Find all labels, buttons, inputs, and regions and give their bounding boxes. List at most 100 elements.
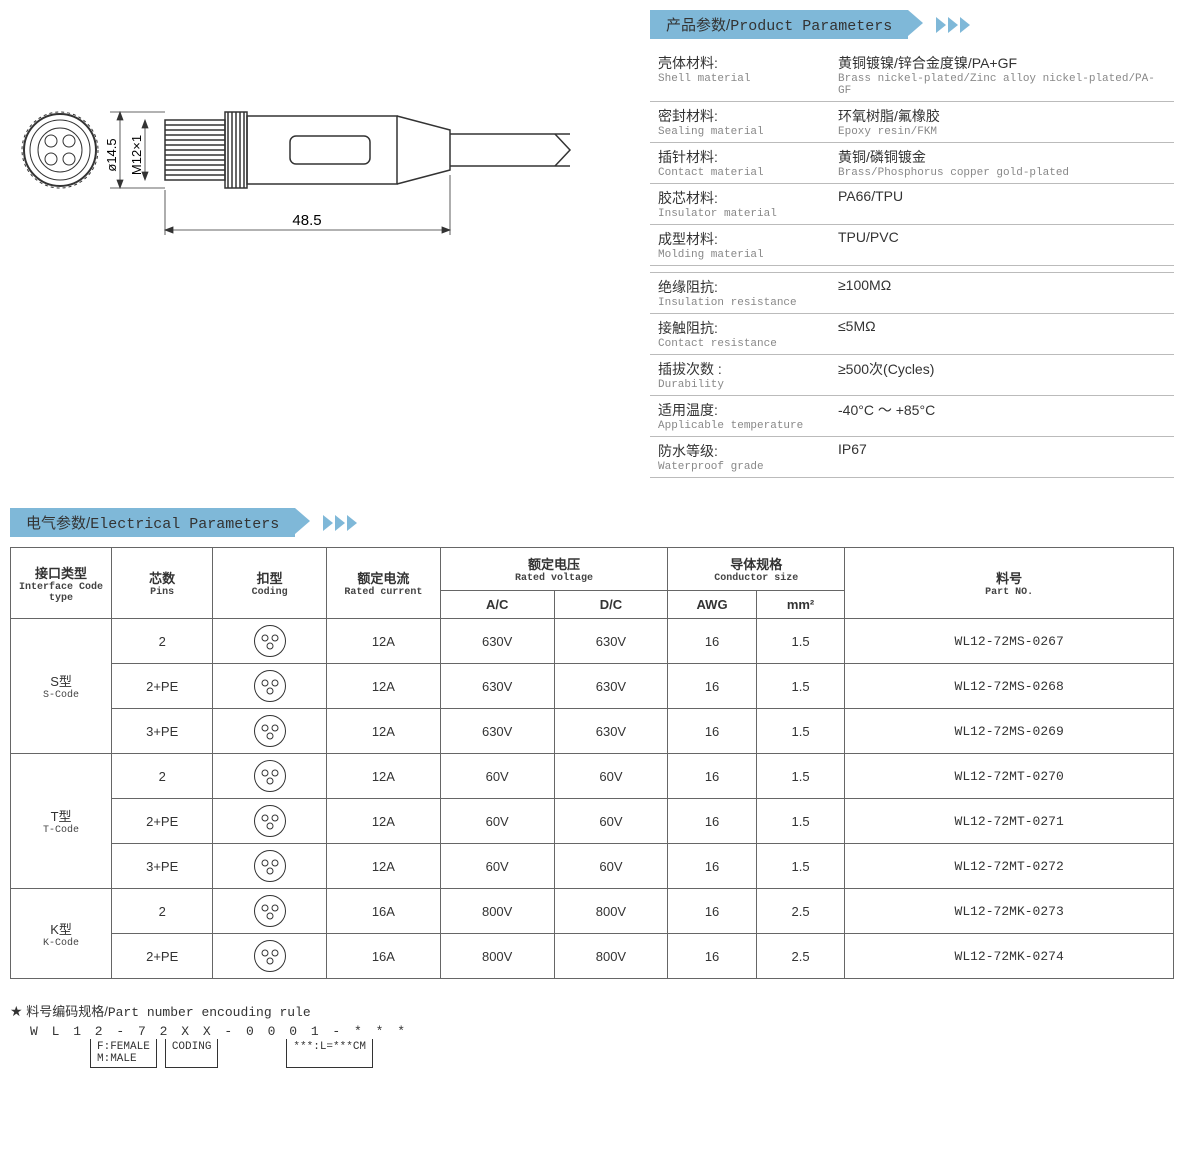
table-row: 2+PE 16A800V800V162.5WL12-72MK-0274 [11, 934, 1174, 979]
partno-cell: WL12-72MK-0273 [845, 889, 1174, 934]
partno-cell: WL12-72MK-0274 [845, 934, 1174, 979]
electrical-params-table: 接口类型Interface Code type 芯数Pins 扣型Coding … [10, 547, 1174, 979]
chevrons-icon [323, 515, 357, 531]
coding-cell [213, 844, 327, 889]
header-cn: 产品参数 [666, 17, 726, 34]
ac-cell: 630V [440, 709, 554, 754]
partno-cell: WL12-72MT-0271 [845, 799, 1174, 844]
svg-text:48.5: 48.5 [292, 212, 321, 229]
coding-cell [213, 799, 327, 844]
mm2-cell: 1.5 [756, 709, 844, 754]
param-row: 壳体材料: Shell material 黄铜镀镍/锌合金度镍/PA+GF Br… [650, 49, 1174, 102]
param-label: 插针材料: Contact material [658, 147, 818, 179]
coding-cell [213, 934, 327, 979]
pins-cell: 2+PE [112, 664, 213, 709]
dc-cell: 800V [554, 889, 668, 934]
dc-cell: 630V [554, 664, 668, 709]
param-label: 壳体材料: Shell material [658, 53, 818, 97]
coding-icon [254, 625, 286, 657]
coding-icon [254, 715, 286, 747]
coding-icon [254, 670, 286, 702]
current-cell: 12A [327, 709, 441, 754]
partno-cell: WL12-72MS-0268 [845, 664, 1174, 709]
coding-cell [213, 754, 327, 799]
rule-coding: CODING [165, 1039, 219, 1068]
awg-cell: 16 [668, 709, 756, 754]
table-row: K型K-Code2 16A800V800V162.5WL12-72MK-0273 [11, 889, 1174, 934]
partno-cell: WL12-72MT-0272 [845, 844, 1174, 889]
ac-cell: 630V [440, 619, 554, 664]
svg-text:ø14.5: ø14.5 [104, 138, 119, 171]
param-value: TPU/PVC [838, 229, 1166, 261]
awg-cell: 16 [668, 889, 756, 934]
dc-cell: 630V [554, 619, 668, 664]
pins-cell: 2 [112, 754, 213, 799]
awg-cell: 16 [668, 619, 756, 664]
ac-cell: 60V [440, 844, 554, 889]
pins-cell: 2 [112, 619, 213, 664]
param-row: 胶芯材料: Insulator material PA66/TPU [650, 184, 1174, 225]
partno-cell: WL12-72MS-0267 [845, 619, 1174, 664]
param-value: 黄铜镀镍/锌合金度镍/PA+GF Brass nickel-plated/Zin… [838, 53, 1166, 97]
ac-cell: 630V [440, 664, 554, 709]
param-label: 胶芯材料: Insulator material [658, 188, 818, 220]
awg-cell: 16 [668, 934, 756, 979]
param-label: 密封材料: Sealing material [658, 106, 818, 138]
table-row: 3+PE 12A60V60V161.5WL12-72MT-0272 [11, 844, 1174, 889]
ac-cell: 60V [440, 799, 554, 844]
param-value: 黄铜/磷铜镀金 Brass/Phosphorus copper gold-pla… [838, 147, 1166, 179]
pins-cell: 3+PE [112, 844, 213, 889]
param-row: 防水等级: Waterproof grade IP67 [650, 437, 1174, 478]
param-row: 成型材料: Molding material TPU/PVC [650, 225, 1174, 266]
coding-icon [254, 760, 286, 792]
param-label: 防水等级: Waterproof grade [658, 441, 818, 473]
current-cell: 12A [327, 754, 441, 799]
partno-cell: WL12-72MS-0269 [845, 709, 1174, 754]
mm2-cell: 1.5 [756, 754, 844, 799]
param-label: 插拔次数 : Durability [658, 359, 818, 391]
mm2-cell: 1.5 [756, 844, 844, 889]
param-row: 插拔次数 : Durability ≥500次(Cycles) [650, 355, 1174, 396]
product-params-list: 壳体材料: Shell material 黄铜镀镍/锌合金度镍/PA+GF Br… [650, 49, 1174, 478]
mm2-cell: 1.5 [756, 619, 844, 664]
current-cell: 12A [327, 619, 441, 664]
pins-cell: 2+PE [112, 799, 213, 844]
dc-cell: 60V [554, 799, 668, 844]
current-cell: 12A [327, 799, 441, 844]
elec-params-header: 电气参数/Electrical Parameters [10, 508, 1174, 537]
partno-cell: WL12-72MT-0270 [845, 754, 1174, 799]
param-row: 接触阻抗: Contact resistance ≤5MΩ [650, 314, 1174, 355]
ac-cell: 60V [440, 754, 554, 799]
ac-cell: 800V [440, 934, 554, 979]
awg-cell: 16 [668, 664, 756, 709]
coding-cell [213, 889, 327, 934]
param-label: 绝缘阻抗: Insulation resistance [658, 277, 818, 309]
table-row: 2+PE 12A60V60V161.5WL12-72MT-0271 [11, 799, 1174, 844]
svg-text:M12×1: M12×1 [129, 135, 144, 175]
coding-cell [213, 664, 327, 709]
table-row: 2+PE 12A630V630V161.5WL12-72MS-0268 [11, 664, 1174, 709]
table-row: T型T-Code2 12A60V60V161.5WL12-72MT-0270 [11, 754, 1174, 799]
interface-type: S型S-Code [11, 619, 112, 754]
coding-icon [254, 940, 286, 972]
mm2-cell: 1.5 [756, 799, 844, 844]
param-value: 环氧树脂/氟橡胶 Epoxy resin/FKM [838, 106, 1166, 138]
param-value: ≥100MΩ [838, 277, 1166, 309]
current-cell: 12A [327, 664, 441, 709]
header-en: Product Parameters [730, 18, 892, 35]
pins-cell: 3+PE [112, 709, 213, 754]
current-cell: 16A [327, 889, 441, 934]
param-value: IP67 [838, 441, 1166, 473]
mm2-cell: 2.5 [756, 934, 844, 979]
interface-type: K型K-Code [11, 889, 112, 979]
dc-cell: 60V [554, 754, 668, 799]
awg-cell: 16 [668, 754, 756, 799]
param-row: 适用温度: Applicable temperature -40°C ～ +85… [650, 396, 1174, 437]
coding-icon [254, 850, 286, 882]
param-row: 插针材料: Contact material 黄铜/磷铜镀金 Brass/Pho… [650, 143, 1174, 184]
current-cell: 12A [327, 844, 441, 889]
mm2-cell: 1.5 [756, 664, 844, 709]
coding-icon [254, 805, 286, 837]
mm2-cell: 2.5 [756, 889, 844, 934]
table-row: 3+PE 12A630V630V161.5WL12-72MS-0269 [11, 709, 1174, 754]
